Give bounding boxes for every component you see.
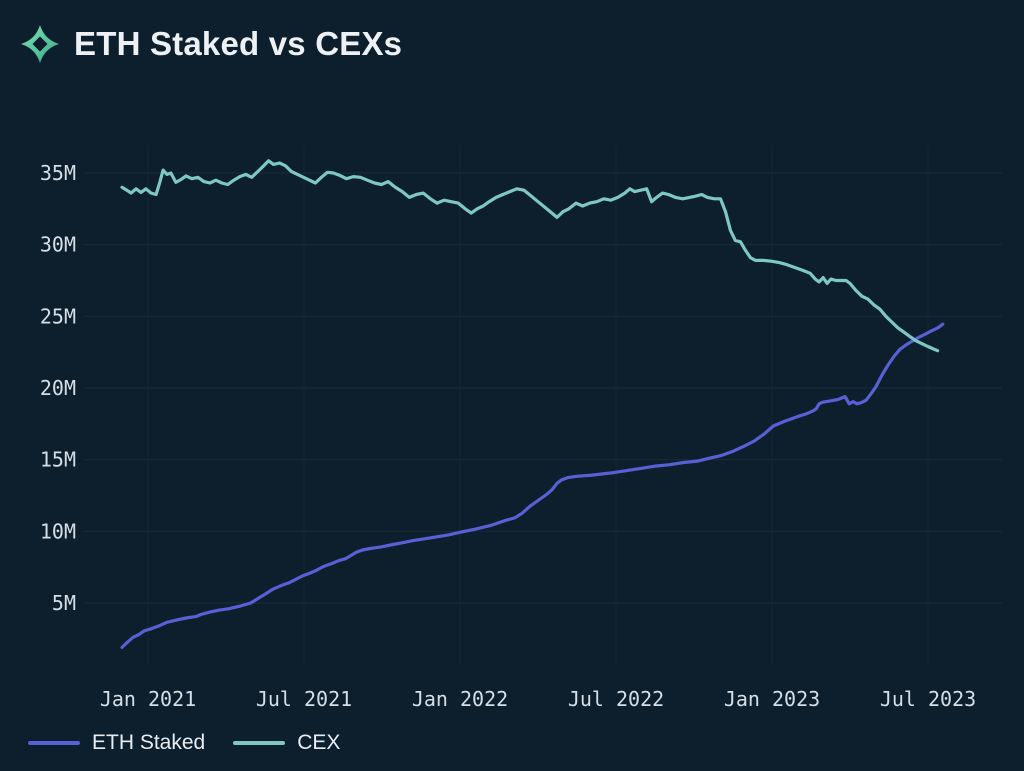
x-tick-label: Jul 2023	[880, 687, 976, 711]
x-tick-label: Jul 2021	[256, 687, 352, 711]
legend-label-cex: CEX	[297, 731, 341, 754]
y-tick-label: 5M	[52, 591, 76, 615]
y-tick-label: 30M	[40, 233, 76, 257]
eth-staked-line-swatch	[28, 741, 80, 745]
y-tick-label: 10M	[40, 519, 76, 543]
page-title: ETH Staked vs CEXs	[74, 25, 403, 62]
x-tick-label: Jul 2022	[568, 687, 664, 711]
chart-header: ETH Staked vs CEXs	[20, 24, 402, 64]
eth-staked-line	[120, 322, 945, 650]
chart-legend: ETH Staked CEX	[28, 731, 340, 755]
legend-label-eth-staked: ETH Staked	[92, 731, 206, 754]
legend-item-eth-staked[interactable]: ETH Staked	[28, 731, 205, 755]
x-tick-label: Jan 2021	[100, 687, 196, 711]
cex-line	[120, 159, 940, 353]
x-tick-label: Jan 2023	[724, 687, 820, 711]
y-tick-label: 35M	[40, 161, 76, 185]
y-tick-label: 15M	[40, 448, 76, 472]
x-tick-label: Jan 2022	[412, 687, 508, 711]
y-tick-label: 20M	[40, 376, 76, 400]
y-tick-label: 25M	[40, 304, 76, 328]
sparkle-logo-icon	[21, 25, 59, 63]
legend-item-cex[interactable]: CEX	[233, 731, 340, 755]
cex-line-swatch	[233, 741, 286, 745]
